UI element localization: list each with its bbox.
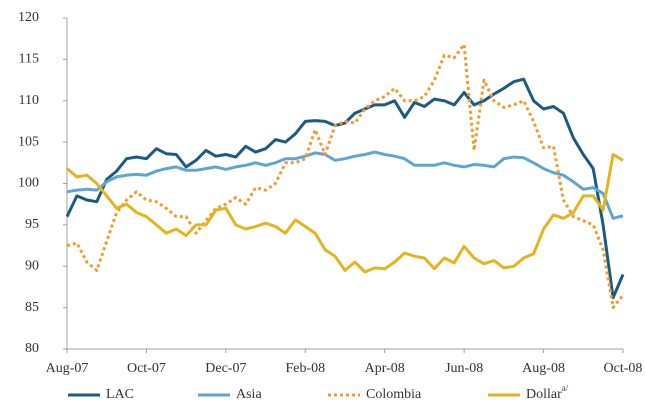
legend-label: Colombia	[366, 387, 422, 402]
legend-label: LAC	[106, 387, 134, 402]
x-tick-label: Jun-08	[445, 361, 483, 376]
legend-superscript: a/	[562, 383, 569, 393]
y-tick-label: 90	[25, 258, 39, 273]
x-tick-label: Dec-07	[205, 361, 246, 376]
y-tick-label: 115	[19, 52, 39, 67]
x-tick-label: Oct-08	[604, 361, 643, 376]
y-tick-label: 80	[25, 341, 39, 356]
legend-name: Asia	[236, 387, 262, 402]
series-line	[66, 150, 624, 220]
series-line	[66, 153, 624, 274]
x-tick-label: Aug-07	[46, 361, 89, 376]
legend-label: Asia	[236, 387, 262, 402]
legend-name: Dollar	[526, 387, 562, 402]
y-tick-label: 85	[25, 300, 39, 315]
y-tick-label: 95	[25, 217, 39, 232]
y-tick-label: 105	[18, 134, 39, 149]
legend-label: Dollara/	[526, 383, 569, 402]
legend-name: Colombia	[366, 387, 422, 402]
x-tick-label: Aug-08	[522, 361, 565, 376]
y-tick-label: 110	[19, 93, 39, 108]
legend-name: LAC	[106, 387, 134, 402]
x-tick-label: Oct-07	[127, 361, 166, 376]
y-tick-label: 120	[18, 10, 39, 25]
series-line	[66, 43, 625, 310]
series-line	[65, 77, 625, 300]
y-tick-label: 100	[18, 176, 39, 191]
x-tick-label: Feb-08	[285, 361, 325, 376]
x-tick-label: Apr-08	[365, 361, 405, 376]
